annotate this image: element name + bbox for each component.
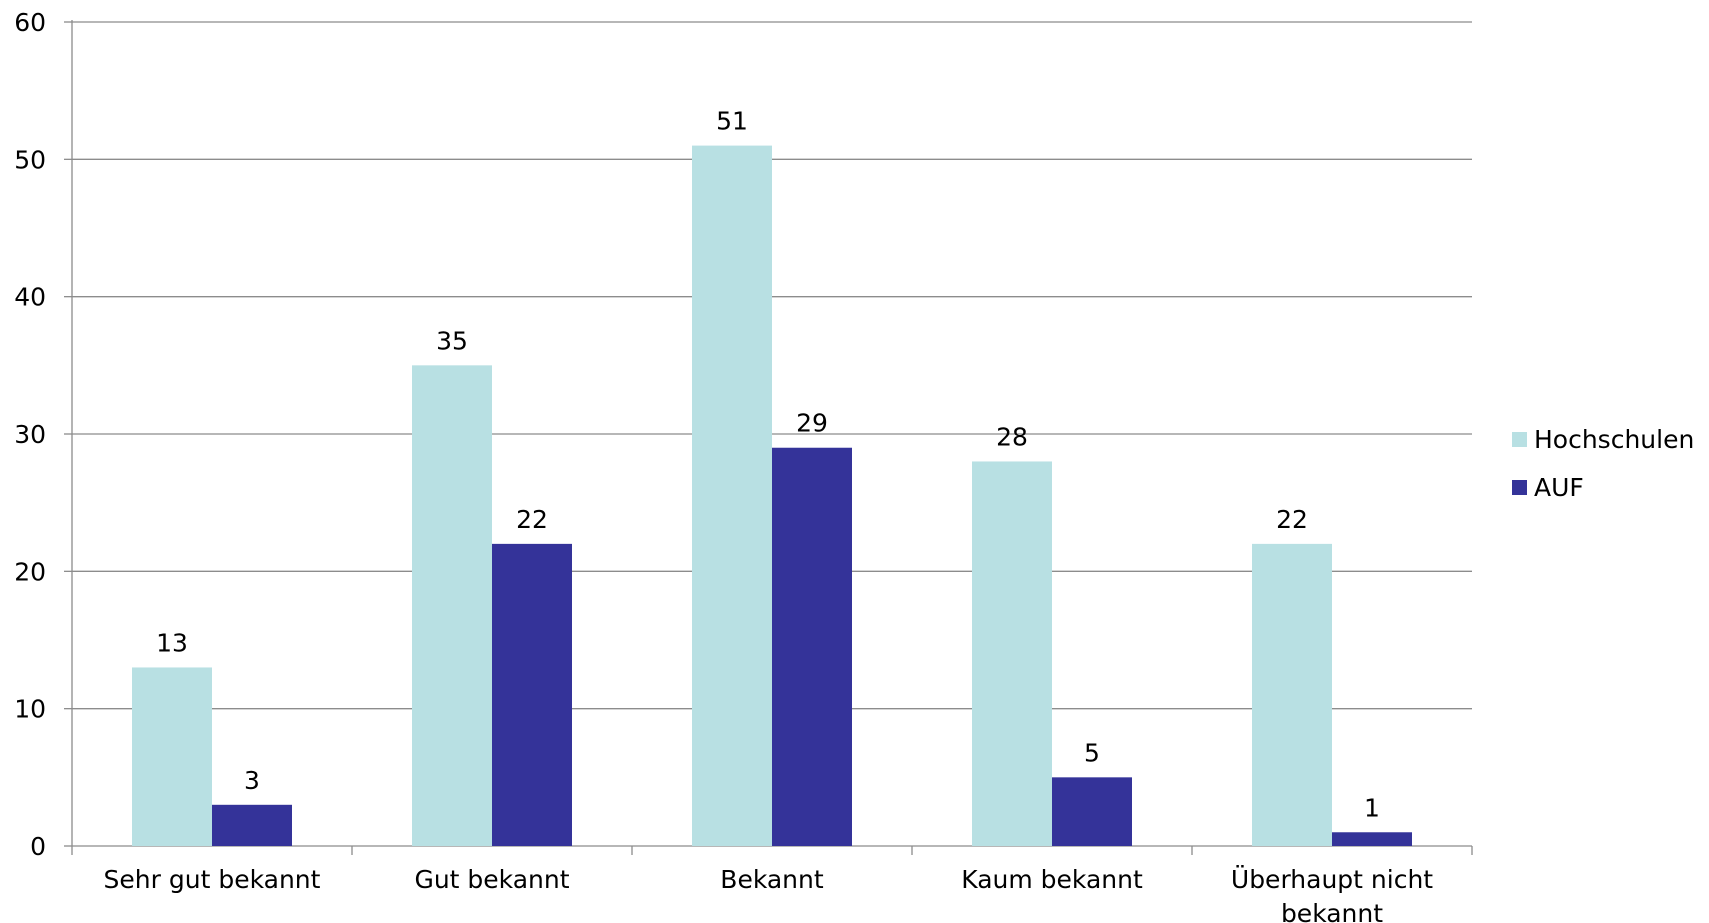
bar-hochschulen [972,461,1052,846]
bar-auf [1052,777,1132,846]
data-label: 22 [1276,505,1308,534]
x-axis-categories: Sehr gut bekannt Gut bekannt Bekannt Kaum b… [104,865,1434,923]
legend-label: AUF [1534,473,1584,502]
x-category-label: Überhaupt nicht [1231,865,1433,894]
y-tick-label: 50 [14,145,46,174]
bar-hochschulen [692,145,772,847]
y-tick-label: 0 [30,832,46,861]
data-label: 3 [244,766,260,795]
data-label: 22 [516,505,548,534]
bar-auf [212,804,292,846]
y-axis-ticks: 0 10 20 30 40 50 60 [14,8,46,861]
data-label: 28 [996,422,1028,451]
y-tick-label: 20 [14,557,46,586]
data-label: 5 [1084,738,1100,767]
x-category-label: Bekannt [720,865,824,894]
y-tick-label: 10 [14,695,46,724]
data-label: 13 [156,628,188,657]
bars [132,145,1412,847]
y-tick-label: 30 [14,420,46,449]
data-labels: 13 3 35 22 51 29 28 5 22 1 [156,107,1380,823]
bar-auf [1332,832,1412,846]
x-category-label: Sehr gut bekannt [104,865,321,894]
data-label: 51 [716,107,748,136]
legend-swatch [1512,432,1527,447]
legend: Hochschulen AUF [1512,425,1694,502]
bar-auf [772,447,852,846]
legend-swatch [1512,480,1527,495]
data-label: 35 [436,326,468,355]
bar-hochschulen [412,365,492,846]
legend-label: Hochschulen [1534,425,1694,454]
bar-auf [492,543,572,846]
x-category-label: bekannt [1281,899,1383,923]
x-category-label: Gut bekannt [414,865,569,894]
x-category-label: Kaum bekannt [961,865,1143,894]
bar-hochschulen [132,667,212,846]
y-tick-label: 60 [14,8,46,37]
y-tick-label: 40 [14,283,46,312]
bar-hochschulen [1252,543,1332,846]
data-label: 1 [1364,793,1380,822]
data-label: 29 [796,409,828,438]
